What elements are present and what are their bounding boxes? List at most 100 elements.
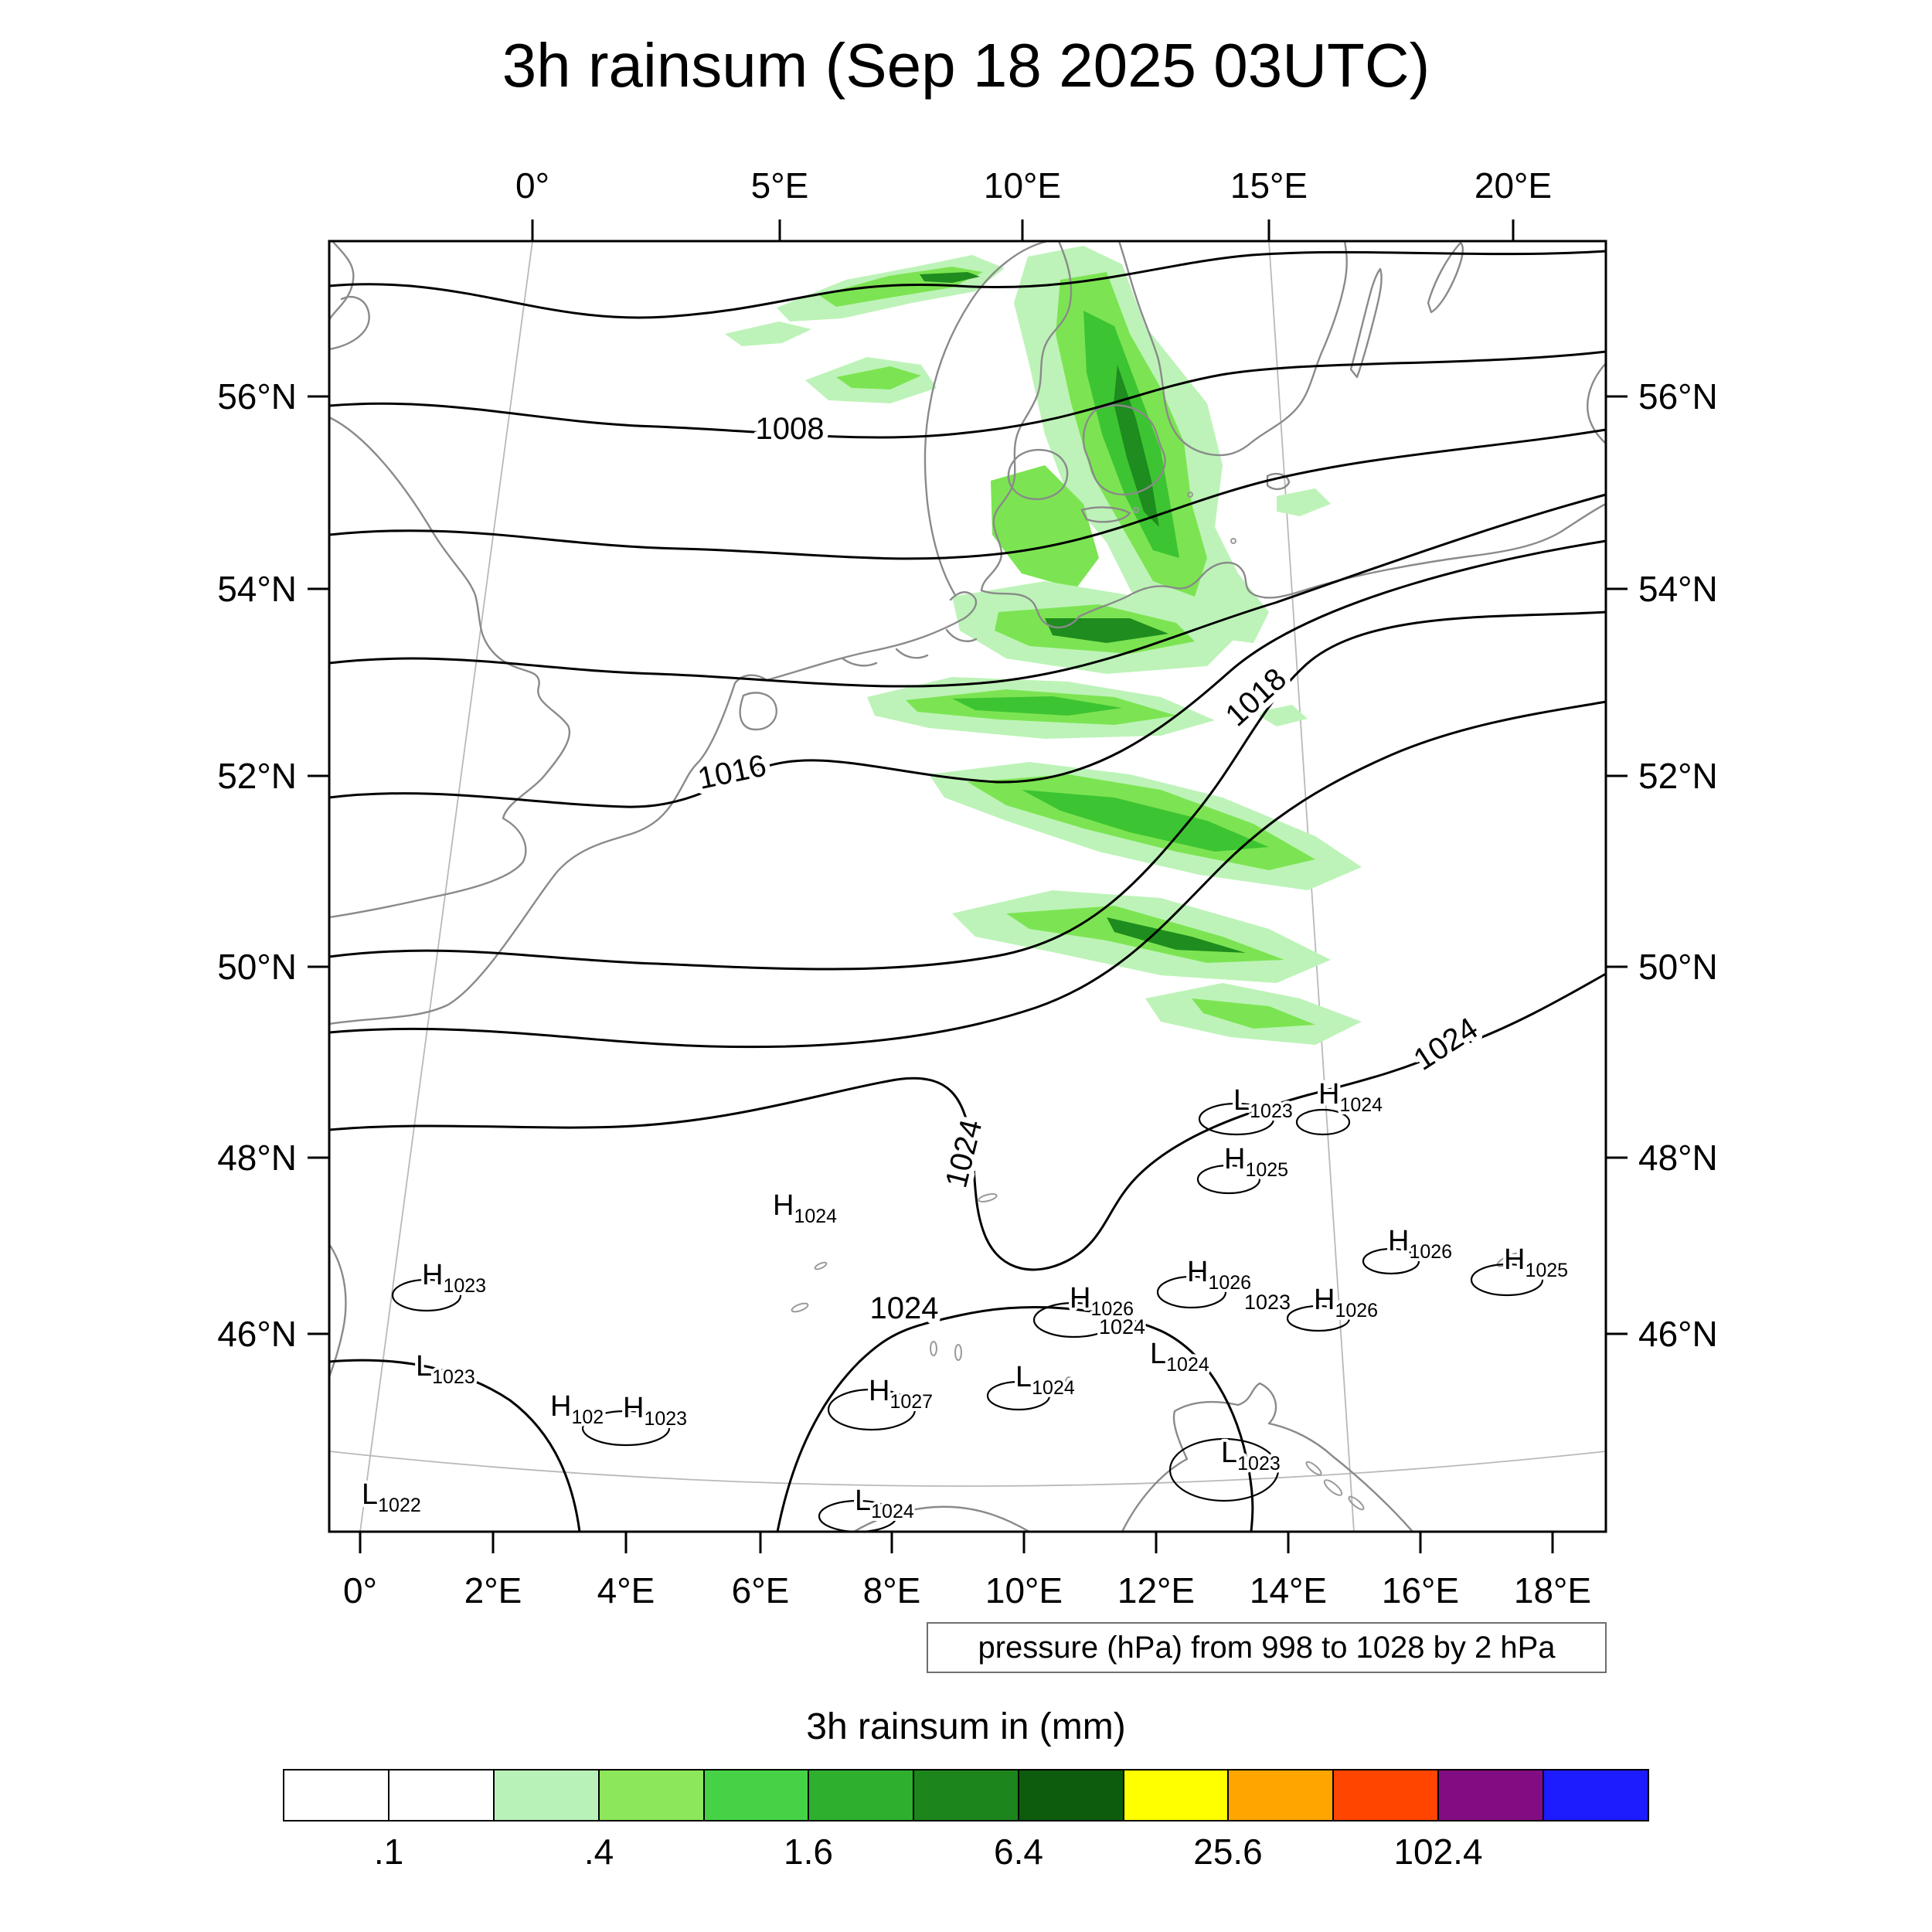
axis-label: 10°E — [984, 165, 1061, 206]
lake-geneva — [791, 1302, 809, 1313]
coastline-zealand — [1082, 404, 1166, 496]
colorbar-tick: 102.4 — [1393, 1832, 1482, 1872]
pressure-value: 1024 — [1166, 1354, 1209, 1376]
pressure-letter: H — [869, 1375, 889, 1407]
axis-label: 8°E — [863, 1570, 921, 1611]
pressure-letter: L — [1015, 1361, 1032, 1393]
pressure-letter: H — [1504, 1243, 1525, 1276]
pressure-center: H102 — [550, 1390, 604, 1428]
axis-label: 20°E — [1475, 165, 1552, 206]
meridian-0E — [359, 240, 533, 1532]
axis-label: 52°N — [1638, 756, 1718, 796]
axis-label: 0° — [515, 165, 549, 206]
colorbar-box — [1543, 1769, 1649, 1821]
coastline-adriatic — [1121, 1382, 1414, 1533]
left-axis-ticks — [308, 395, 329, 1335]
colorbar-title: 3h rainsum in (mm) — [806, 1706, 1125, 1747]
lake-neuchatel — [814, 1261, 828, 1270]
isobar-label-small: 1023 — [1244, 1291, 1291, 1314]
left-axis-labels: 56°N 54°N 52°N 50°N 48°N 46°N — [217, 376, 297, 1354]
isobar-label-small: 1024 — [1099, 1315, 1145, 1338]
pressure-letter: H — [1314, 1284, 1335, 1316]
rain-patch-medium — [836, 366, 921, 389]
pressure-letter: H — [1388, 1225, 1409, 1257]
isobar-line — [328, 700, 1607, 1049]
pressure-center: L1024 — [855, 1485, 914, 1522]
colorbar-box — [598, 1769, 705, 1821]
pressure-letter: H — [1070, 1282, 1090, 1315]
pressure-letter: L — [855, 1485, 871, 1517]
pressure-legend: pressure (hPa) from 998 to 1028 by 2 hPa — [927, 1622, 1607, 1673]
pressure-value: 1027 — [889, 1391, 933, 1413]
right-axis-ticks — [1606, 395, 1628, 1335]
coastline-jutland-west — [923, 240, 1049, 597]
axis-label: 4°E — [597, 1570, 655, 1611]
rain-patch-light — [1277, 488, 1331, 516]
bottom-axis-labels: 0° 2°E 4°E 6°E 8°E 10°E 12°E 14°E 16°E 1… — [343, 1570, 1591, 1611]
top-axis-ticks — [531, 219, 1515, 241]
rain-patch-medium — [1192, 998, 1315, 1029]
pressure-letter: H — [422, 1259, 443, 1291]
coastline-scotland — [328, 240, 355, 321]
right-axis-labels: 56°N 54°N 52°N 50°N 48°N 46°N — [1638, 376, 1718, 1354]
pressure-center: L1024 — [1150, 1338, 1209, 1376]
closed-contour — [827, 1388, 917, 1431]
pressure-letter: H — [773, 1189, 794, 1222]
coastline-fyn — [1007, 448, 1069, 501]
colorbar-tick-labels: .1 .4 1.6 6.4 25.6 102.4 — [374, 1832, 1483, 1872]
baltic-islet — [1187, 492, 1193, 498]
coastline-latvia — [1587, 362, 1607, 445]
pressure-letter: L — [1233, 1084, 1250, 1117]
colorbar-tick: 25.6 — [1193, 1832, 1263, 1872]
closed-contour — [1286, 1304, 1351, 1332]
pressure-center: L1022 — [362, 1478, 421, 1516]
pressure-center: H1023 — [623, 1392, 687, 1430]
isobar-label: 1024 — [939, 1116, 988, 1191]
pressure-center: H1024 — [1318, 1078, 1383, 1116]
pressure-letter: L — [362, 1478, 378, 1511]
axis-label: 48°N — [1638, 1138, 1718, 1178]
axis-label: 56°N — [217, 376, 297, 417]
isobar-line-1024-south — [776, 1306, 1254, 1533]
pressure-centers: L1023 H1024 H1025 H1024 H1023 L1023 H102… — [359, 1075, 1571, 1526]
closed-contour — [391, 1278, 462, 1312]
colorbar-box — [1123, 1769, 1229, 1821]
isobar-line — [328, 250, 1607, 319]
rain-patch-intense — [920, 272, 980, 283]
isobar-line — [328, 1359, 581, 1533]
baltic-islet — [1133, 507, 1139, 513]
colorbar-tick: .4 — [584, 1832, 614, 1872]
lake-como — [954, 1344, 962, 1361]
coastline-sweden — [1117, 240, 1348, 457]
rain-patch-intense — [1045, 618, 1168, 643]
pressure-value: 1022 — [378, 1495, 421, 1516]
closed-contour — [1168, 1437, 1280, 1502]
coastline-estuary — [895, 648, 929, 659]
pressure-value: 1023 — [432, 1366, 475, 1388]
isobars — [328, 250, 1607, 1533]
pressure-value: 1025 — [1525, 1260, 1568, 1281]
rain-patch-intense — [1107, 917, 1246, 953]
pressure-value: 1025 — [1245, 1159, 1288, 1181]
colorbar-box — [1227, 1769, 1334, 1821]
pressure-value: 1024 — [871, 1501, 914, 1522]
pressure-letter: L — [1221, 1437, 1237, 1469]
closed-contour — [581, 1410, 671, 1447]
isobar-label: 1024 — [1408, 1011, 1485, 1077]
rainfall-shading — [725, 246, 1362, 1045]
pressure-center: L1023 — [1221, 1437, 1281, 1475]
pressure-center: L1023 — [1233, 1084, 1293, 1122]
coastline-estuary — [841, 657, 878, 667]
isobar-line — [328, 428, 1607, 560]
coastline-biscay — [328, 1243, 347, 1379]
axis-label: 10°E — [985, 1570, 1063, 1611]
colorbar-box — [808, 1769, 914, 1821]
pressure-value: 1026 — [1335, 1300, 1378, 1321]
closed-contour — [1032, 1301, 1116, 1338]
colorbar-tick: 6.4 — [994, 1832, 1043, 1872]
axis-label: 12°E — [1117, 1570, 1195, 1611]
colorbar-box — [913, 1769, 1019, 1821]
axis-label: 56°N — [1638, 376, 1718, 417]
pressure-center: H1026 — [1187, 1256, 1251, 1294]
pressure-center: H1026 — [1388, 1225, 1452, 1263]
